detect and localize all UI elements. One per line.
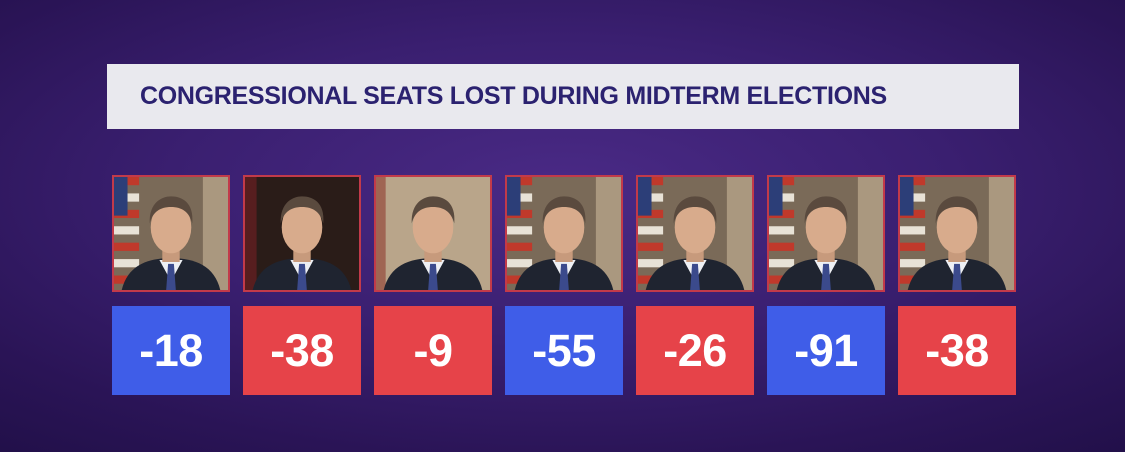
president-portrait (636, 175, 754, 292)
portrait-image (114, 177, 228, 290)
seats-lost-value: -18 (139, 324, 203, 376)
president-cards: -18 -38 -9 -55 -26 -91 -38 (112, 175, 1016, 395)
portrait-image (245, 177, 359, 290)
portrait-image (376, 177, 490, 290)
portrait-image (769, 177, 883, 290)
seats-lost-box: -26 (636, 306, 754, 395)
president-portrait (898, 175, 1016, 292)
seats-lost-box: -9 (374, 306, 492, 395)
seats-lost-value: -91 (794, 324, 858, 376)
president-portrait (505, 175, 623, 292)
portrait-image (507, 177, 621, 290)
portrait-image (638, 177, 752, 290)
president-portrait (243, 175, 361, 292)
seats-lost-box: -91 (767, 306, 885, 395)
seats-lost-value: -38 (270, 324, 334, 376)
seats-lost-value: -26 (663, 324, 727, 376)
seats-lost-value: -38 (925, 324, 989, 376)
seats-lost-box: -18 (112, 306, 230, 395)
president-portrait (112, 175, 230, 292)
chart-title: CONGRESSIONAL SEATS LOST DURING MIDTERM … (140, 82, 887, 110)
president-portrait (374, 175, 492, 292)
seats-lost-value: -55 (532, 324, 596, 376)
president-portrait (767, 175, 885, 292)
seats-lost-box: -38 (243, 306, 361, 395)
seats-lost-value: -9 (413, 324, 453, 376)
seats-lost-box: -38 (898, 306, 1016, 395)
seats-lost-box: -55 (505, 306, 623, 395)
portrait-image (900, 177, 1014, 290)
title-banner: CONGRESSIONAL SEATS LOST DURING MIDTERM … (107, 64, 1019, 129)
